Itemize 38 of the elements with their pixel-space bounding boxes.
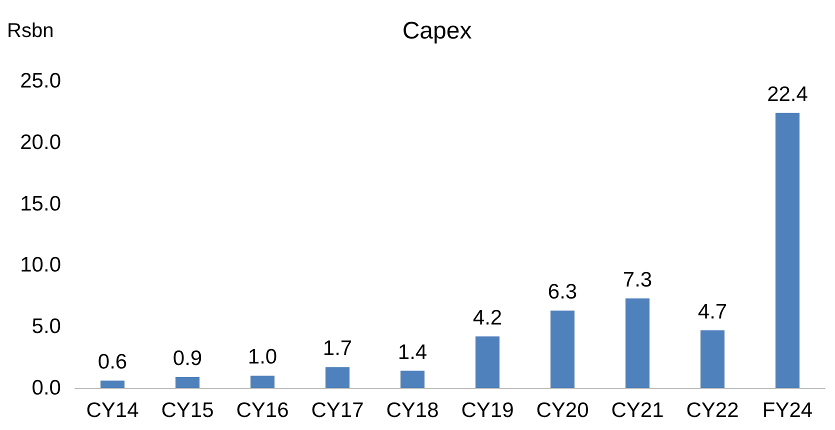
bar: [250, 376, 274, 388]
x-tick-label: CY22: [686, 399, 739, 422]
data-label: 1.7: [322, 337, 352, 360]
data-label: 6.3: [548, 280, 578, 304]
x-tick-label: CY15: [161, 399, 214, 422]
bar: [550, 310, 574, 388]
y-tick-label: 5.0: [32, 315, 61, 338]
data-label: 4.2: [472, 306, 502, 330]
x-tick-label: CY21: [611, 399, 664, 422]
bar: [100, 380, 124, 388]
x-tick-label: CY16: [236, 399, 289, 422]
chart-title: Capex: [402, 18, 472, 44]
bar: [776, 112, 800, 388]
data-label: 1.4: [398, 340, 428, 364]
data-label: 1.0: [248, 346, 278, 369]
x-tick-label: CY19: [461, 399, 514, 422]
data-label: 22.4: [767, 82, 808, 106]
bar: [476, 336, 500, 388]
bar: [700, 330, 724, 388]
x-tick-label: CY20: [536, 399, 589, 422]
y-tick-label: 25.0: [20, 70, 61, 92]
bar: [626, 298, 650, 388]
data-label: 4.7: [698, 300, 728, 324]
bar: [176, 376, 200, 388]
x-tick-label: CY18: [386, 399, 439, 422]
bar: [400, 370, 424, 388]
y-axis-title: Rsbn: [7, 20, 54, 42]
bar: [326, 367, 350, 388]
y-tick-label: 0.0: [32, 376, 61, 400]
y-tick-label: 10.0: [20, 254, 61, 277]
x-tick-label: CY14: [86, 399, 140, 422]
y-tick-label: 20.0: [20, 130, 61, 154]
x-tick-label: FY24: [762, 399, 813, 422]
data-label: 0.9: [172, 346, 202, 370]
data-label: 0.6: [98, 350, 128, 374]
x-tick-label: CY17: [311, 399, 364, 422]
y-tick-label: 15.0: [20, 192, 61, 216]
data-label: 7.3: [622, 268, 652, 292]
